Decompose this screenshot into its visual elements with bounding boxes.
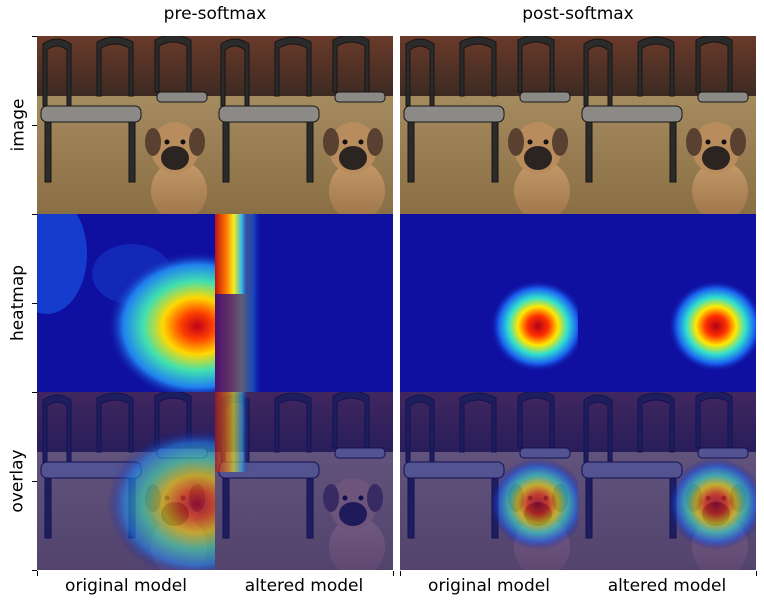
row-label-heatmap: heatmap: [8, 264, 28, 342]
y-tick: [32, 570, 37, 571]
dog-photo: [37, 36, 215, 214]
heatmap-pre-original: [37, 214, 215, 392]
x-tick: [756, 571, 757, 576]
x-tick: [400, 571, 401, 576]
overlay-post-original: [400, 392, 578, 570]
column-label-post-original: original model: [428, 576, 550, 596]
overlay: [400, 392, 578, 570]
y-tick: [32, 392, 37, 393]
heatmap-post-original: [400, 214, 578, 392]
dog-photo: [400, 36, 578, 214]
dog-photo: [215, 36, 393, 214]
x-tick: [37, 571, 38, 576]
y-tick: [32, 481, 37, 482]
y-tick: [32, 125, 37, 126]
overlay: [215, 392, 393, 570]
row-label-overlay: overlay: [8, 449, 28, 513]
heatmap-post-altered: [578, 214, 756, 392]
image-post-original: [400, 36, 578, 214]
group-title-post-softmax: post-softmax: [522, 4, 634, 24]
y-tick: [32, 36, 37, 37]
x-tick: [393, 571, 394, 576]
heatmap-pre-altered: [215, 214, 393, 392]
heatmap: [578, 214, 756, 392]
heatmap: [400, 214, 578, 392]
overlay-pre-original: [37, 392, 215, 570]
image-pre-original: [37, 36, 215, 214]
overlay-pre-altered: [215, 392, 393, 570]
overlay: [578, 392, 756, 570]
group-title-pre-softmax: pre-softmax: [163, 4, 267, 24]
y-tick: [32, 214, 37, 215]
y-tick: [32, 303, 37, 304]
image-post-altered: [578, 36, 756, 214]
column-label-post-altered: altered model: [607, 576, 727, 596]
heatmap: [215, 214, 393, 392]
column-label-pre-altered: altered model: [244, 576, 364, 596]
overlay-post-altered: [578, 392, 756, 570]
heatmap: [37, 214, 215, 392]
column-label-pre-original: original model: [65, 576, 187, 596]
overlay: [37, 392, 215, 570]
image-pre-altered: [215, 36, 393, 214]
dog-photo: [578, 36, 756, 214]
row-label-image: image: [8, 98, 29, 152]
